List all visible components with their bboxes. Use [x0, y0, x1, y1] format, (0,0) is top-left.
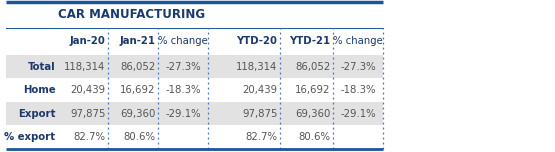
- Text: % export: % export: [4, 132, 56, 142]
- Text: % change: % change: [158, 36, 208, 46]
- Bar: [6, 28, 383, 55]
- Text: Total: Total: [28, 62, 56, 71]
- Text: 80.6%: 80.6%: [123, 132, 155, 142]
- Text: -18.3%: -18.3%: [165, 85, 201, 95]
- Text: Jan-21: Jan-21: [119, 36, 155, 46]
- Bar: [6, 55, 383, 78]
- Text: 69,360: 69,360: [120, 109, 155, 119]
- Text: 97,875: 97,875: [70, 109, 105, 119]
- Text: 16,692: 16,692: [295, 85, 330, 95]
- Text: -29.1%: -29.1%: [165, 109, 201, 119]
- Text: 118,314: 118,314: [64, 62, 105, 71]
- Text: Export: Export: [18, 109, 56, 119]
- Text: 82.7%: 82.7%: [73, 132, 105, 142]
- Text: 97,875: 97,875: [242, 109, 278, 119]
- Text: Home: Home: [23, 85, 56, 95]
- Text: Jan-20: Jan-20: [69, 36, 105, 46]
- Text: 20,439: 20,439: [243, 85, 278, 95]
- Text: CAR MANUFACTURING: CAR MANUFACTURING: [58, 8, 205, 21]
- Text: % change: % change: [333, 36, 383, 46]
- Text: 118,314: 118,314: [236, 62, 278, 71]
- Text: 82.7%: 82.7%: [245, 132, 278, 142]
- Text: 80.6%: 80.6%: [298, 132, 330, 142]
- Text: 16,692: 16,692: [120, 85, 155, 95]
- Bar: [6, 125, 383, 149]
- Text: YTD-21: YTD-21: [289, 36, 330, 46]
- Text: YTD-20: YTD-20: [236, 36, 278, 46]
- Text: -29.1%: -29.1%: [340, 109, 376, 119]
- Text: 86,052: 86,052: [295, 62, 330, 71]
- Text: -27.3%: -27.3%: [165, 62, 201, 71]
- Text: -27.3%: -27.3%: [340, 62, 376, 71]
- Text: 20,439: 20,439: [70, 85, 105, 95]
- Bar: [6, 78, 383, 102]
- Text: -18.3%: -18.3%: [340, 85, 376, 95]
- Text: 69,360: 69,360: [295, 109, 330, 119]
- Bar: [6, 102, 383, 125]
- Text: 86,052: 86,052: [120, 62, 155, 71]
